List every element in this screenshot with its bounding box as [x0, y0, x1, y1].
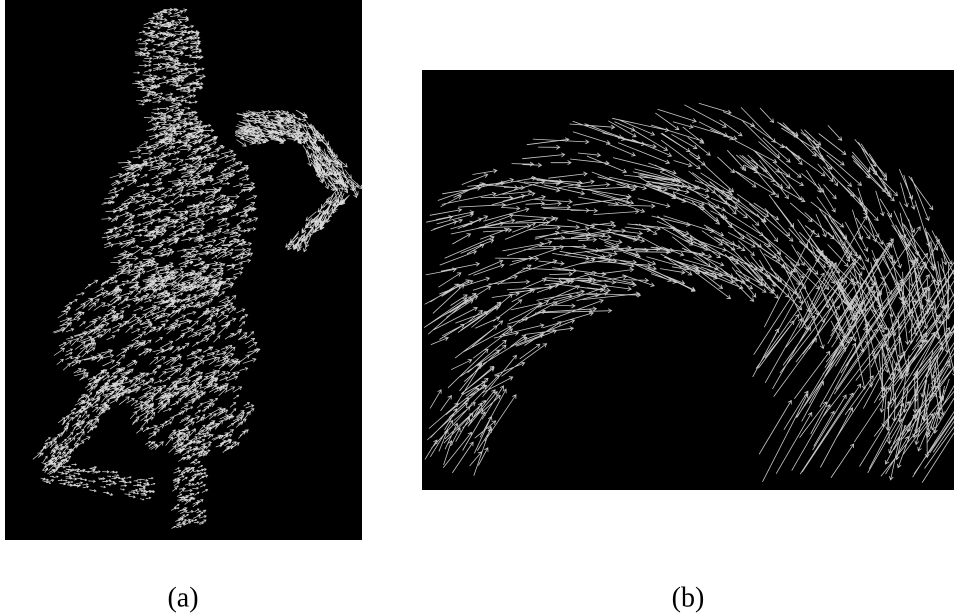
panel-caption: (b) [672, 582, 705, 613]
figure: (a) (b) [0, 0, 954, 615]
page: (a) (b) (() => { const data = JSON.parse… [0, 0, 954, 615]
panel-caption: (a) [167, 582, 198, 613]
